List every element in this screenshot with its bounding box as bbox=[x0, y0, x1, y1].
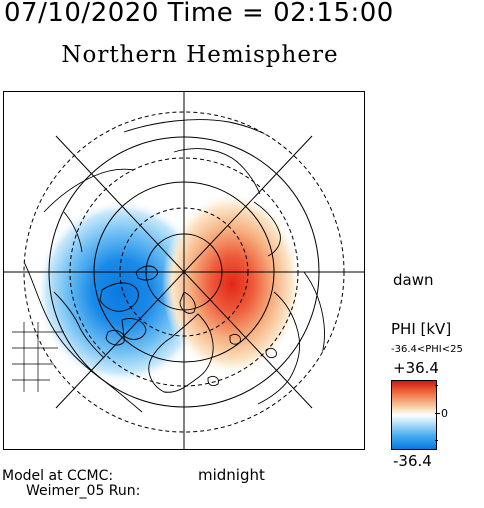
polar-map bbox=[4, 92, 364, 449]
model-label: Model at CCMC: bbox=[2, 468, 114, 484]
polar-map-frame bbox=[3, 91, 365, 450]
negative-potential-cell bbox=[36, 200, 208, 384]
colorbar-tick-bottom bbox=[435, 440, 438, 441]
legend-range: -36.4<PHI<25 bbox=[391, 344, 463, 355]
timestamp-title: 07/10/2020 Time = 02:15:00 bbox=[4, 0, 394, 28]
run-label: Weimer_05 Run: bbox=[26, 483, 141, 499]
midnight-label: midnight bbox=[198, 466, 265, 484]
hemisphere-title: Northern Hemisphere bbox=[61, 42, 339, 68]
colorbar-tick-top bbox=[435, 385, 438, 386]
legend-min-label: -36.4 bbox=[393, 452, 432, 470]
grid-meridians bbox=[4, 92, 364, 449]
colorbar-tick-zero bbox=[435, 413, 440, 414]
region-borders bbox=[12, 322, 64, 392]
legend-title: PHI [kV] bbox=[391, 320, 452, 338]
legend-zero-label: 0 bbox=[441, 407, 448, 420]
colorbar bbox=[391, 380, 437, 450]
dawn-label: dawn bbox=[393, 271, 434, 289]
legend-max-label: +36.4 bbox=[393, 359, 439, 377]
